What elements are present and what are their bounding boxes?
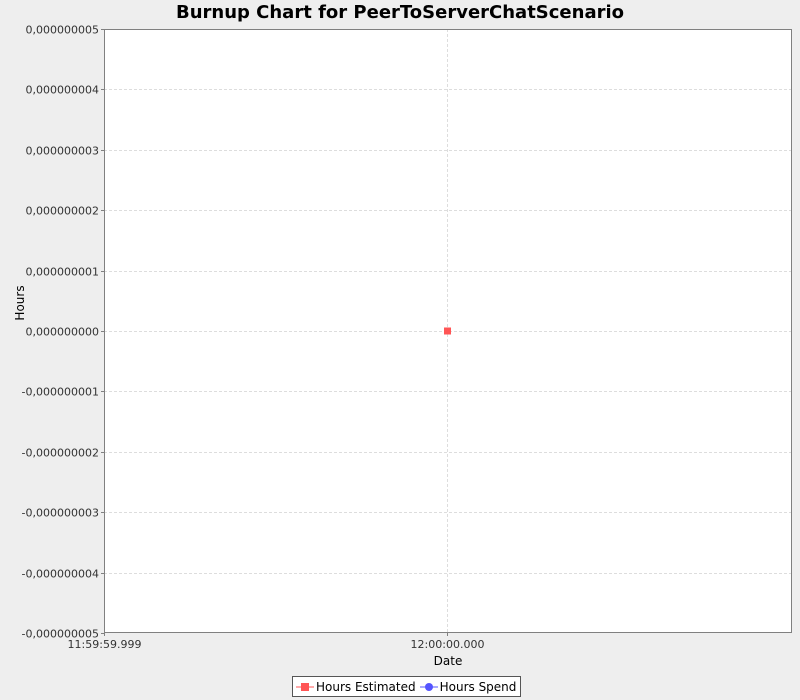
legend-label-hours-spend: Hours Spend	[439, 679, 517, 694]
y-tick-label: -0,000000005	[22, 628, 99, 641]
y-tick-label: 0,000000000	[26, 326, 99, 339]
plot-border	[104, 29, 792, 633]
y-tick-label: -0,000000001	[22, 386, 99, 399]
data-marks	[444, 327, 451, 335]
legend: Hours Estimated Hours Spend	[292, 676, 522, 697]
legend-label-hours-estimated: Hours Estimated	[316, 679, 416, 694]
circle-marker-icon	[419, 682, 438, 691]
x-tick-label: 12:00:00.000	[411, 638, 485, 651]
y-tick-label: 0,000000002	[26, 205, 99, 218]
y-tick-label: 0,000000004	[26, 84, 99, 97]
x-tick-label: 11:59:59.999	[68, 638, 142, 651]
data-point-hours-estimated	[444, 327, 451, 335]
legend-item-hours-spend: Hours Spend	[419, 679, 517, 694]
legend-item-hours-estimated: Hours Estimated	[296, 680, 416, 694]
x-axis-title: Date	[434, 654, 463, 668]
y-axis-title: Hours	[13, 285, 27, 320]
y-tick-label: -0,000000004	[22, 568, 99, 581]
y-tick-label: 0,000000003	[26, 145, 99, 158]
chart-title: Burnup Chart for PeerToServerChatScenari…	[175, 2, 625, 23]
y-tick-label: 0,000000001	[26, 266, 99, 279]
square-marker-icon	[296, 682, 314, 691]
y-tick-label: -0,000000002	[22, 447, 99, 460]
y-tick-label: 0,000000005	[26, 24, 99, 37]
axis-ticks: 0,000000005 0,000000004 0,000000003 0,00000…	[22, 24, 485, 652]
y-tick-label: -0,000000003	[22, 507, 99, 520]
